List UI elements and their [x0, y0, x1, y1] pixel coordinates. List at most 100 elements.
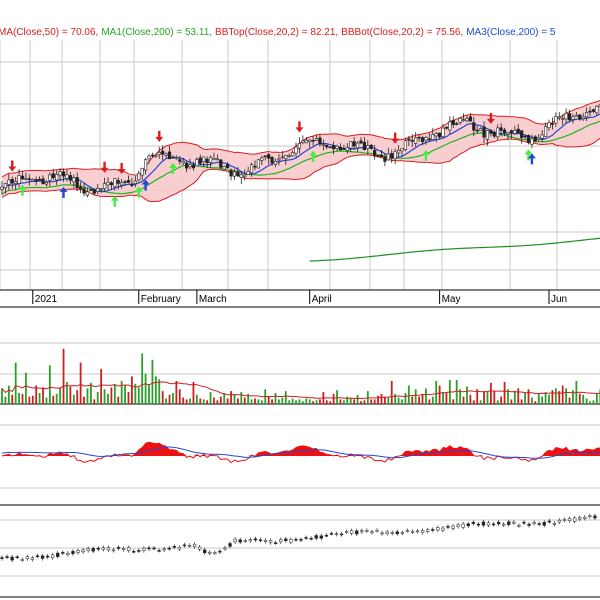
volume-bar [161, 391, 164, 404]
weekly-candle-body [299, 539, 303, 541]
weekly-candle-body [228, 543, 232, 547]
candle-body [75, 177, 79, 189]
volume-bar [175, 381, 178, 404]
candle-body [68, 175, 72, 181]
sell-signal-arrow [391, 132, 400, 144]
volume-bar [537, 393, 540, 404]
weekly-candle-body [360, 530, 364, 533]
volume-bar [257, 399, 260, 404]
weekly-candle-body [294, 538, 298, 541]
volume-bar [370, 399, 373, 404]
volume-bar [131, 376, 133, 404]
buy-signal-arrow-blue [527, 153, 536, 165]
panel-borders [0, 289, 600, 598]
weekly-candle-body [81, 549, 85, 553]
weekly-candle-body [167, 547, 171, 550]
candle-body [591, 109, 596, 112]
weekly-candle-body [355, 530, 359, 535]
long-term-candles [0, 513, 597, 563]
volume-bar [254, 398, 256, 404]
weekly-candle-body [562, 519, 567, 521]
volume-bar [380, 393, 383, 404]
indicator-legend: MA(Close,50) = 70.06, MA1(Close,200) = 53… [0, 27, 556, 38]
candle-body [537, 137, 541, 140]
weekly-candle-body [213, 552, 217, 554]
candle-body [390, 153, 394, 159]
candle-body [143, 159, 148, 171]
volume-bar [185, 399, 188, 404]
candle-body [212, 158, 216, 160]
weekly-candle-body [537, 523, 541, 525]
volume-bar [384, 396, 386, 404]
volume-bar [158, 379, 161, 404]
volume-bar [496, 400, 499, 404]
volume-bar [267, 396, 270, 404]
candle-body [509, 130, 514, 133]
weekly-candle-body [329, 533, 334, 535]
volume-bar [195, 394, 198, 404]
candle-body [434, 133, 438, 137]
volume-bar [89, 382, 92, 404]
candle-body [7, 179, 11, 185]
volume-bar [431, 396, 434, 404]
candle-body [325, 144, 329, 148]
candle-body [178, 159, 182, 162]
candle-body [164, 153, 168, 156]
volume-bar [507, 389, 509, 404]
volume-bar [312, 401, 315, 404]
weekly-candle-body [10, 556, 14, 561]
weekly-candle-body [96, 547, 100, 550]
candle-body [219, 159, 223, 168]
weekly-candle-body [218, 550, 222, 553]
volume-bar [455, 380, 458, 404]
candle-body [198, 157, 202, 164]
weekly-candle-body [588, 515, 592, 518]
candle-body [414, 137, 418, 144]
volume-bar [527, 389, 530, 404]
sell-signal-arrow [117, 163, 126, 175]
volume-bar [1, 388, 3, 404]
candle-body [516, 128, 520, 134]
legend-entry: MA(Close,50) = 70.06, [0, 27, 98, 38]
candle-body [14, 181, 18, 184]
candle-body [308, 139, 312, 143]
candle-body [31, 179, 35, 182]
volume-bar [315, 400, 318, 404]
volume-bar [213, 397, 215, 404]
candle-body [65, 174, 69, 179]
volume-bar [154, 376, 157, 404]
weekly-candle-body [263, 539, 268, 542]
volume-bar [278, 399, 280, 404]
candle-body [547, 122, 551, 129]
candle-body [205, 158, 209, 164]
weekly-candle-body [552, 522, 557, 525]
candle-body [338, 146, 343, 151]
candle-body [513, 130, 517, 134]
oscillator [1, 441, 600, 464]
candle-body [362, 141, 366, 150]
candle-body [222, 166, 226, 170]
candle-body [147, 155, 151, 160]
volume-bar [435, 381, 438, 404]
x-axis-label: March [199, 294, 227, 305]
weekly-candle-body [121, 548, 126, 550]
candle-body [294, 146, 298, 154]
weekly-candle-body [35, 555, 40, 557]
candle-body [424, 137, 428, 141]
candle-body [297, 143, 302, 149]
candle-body [246, 171, 250, 175]
grid-lines [0, 40, 600, 577]
candle-body [561, 117, 565, 120]
weekly-candle-body [517, 525, 521, 527]
volume-bar [38, 392, 41, 404]
candle-body [369, 144, 373, 149]
weekly-candle-body [350, 530, 354, 534]
moving-averages [1, 113, 600, 262]
weekly-candle-body [365, 530, 369, 532]
weekly-candle-body [71, 551, 75, 555]
candle-body [345, 147, 349, 151]
weekly-candle-body [344, 531, 349, 533]
volume-bar [18, 392, 20, 404]
candle-body [427, 138, 431, 141]
candle-body [154, 154, 158, 157]
